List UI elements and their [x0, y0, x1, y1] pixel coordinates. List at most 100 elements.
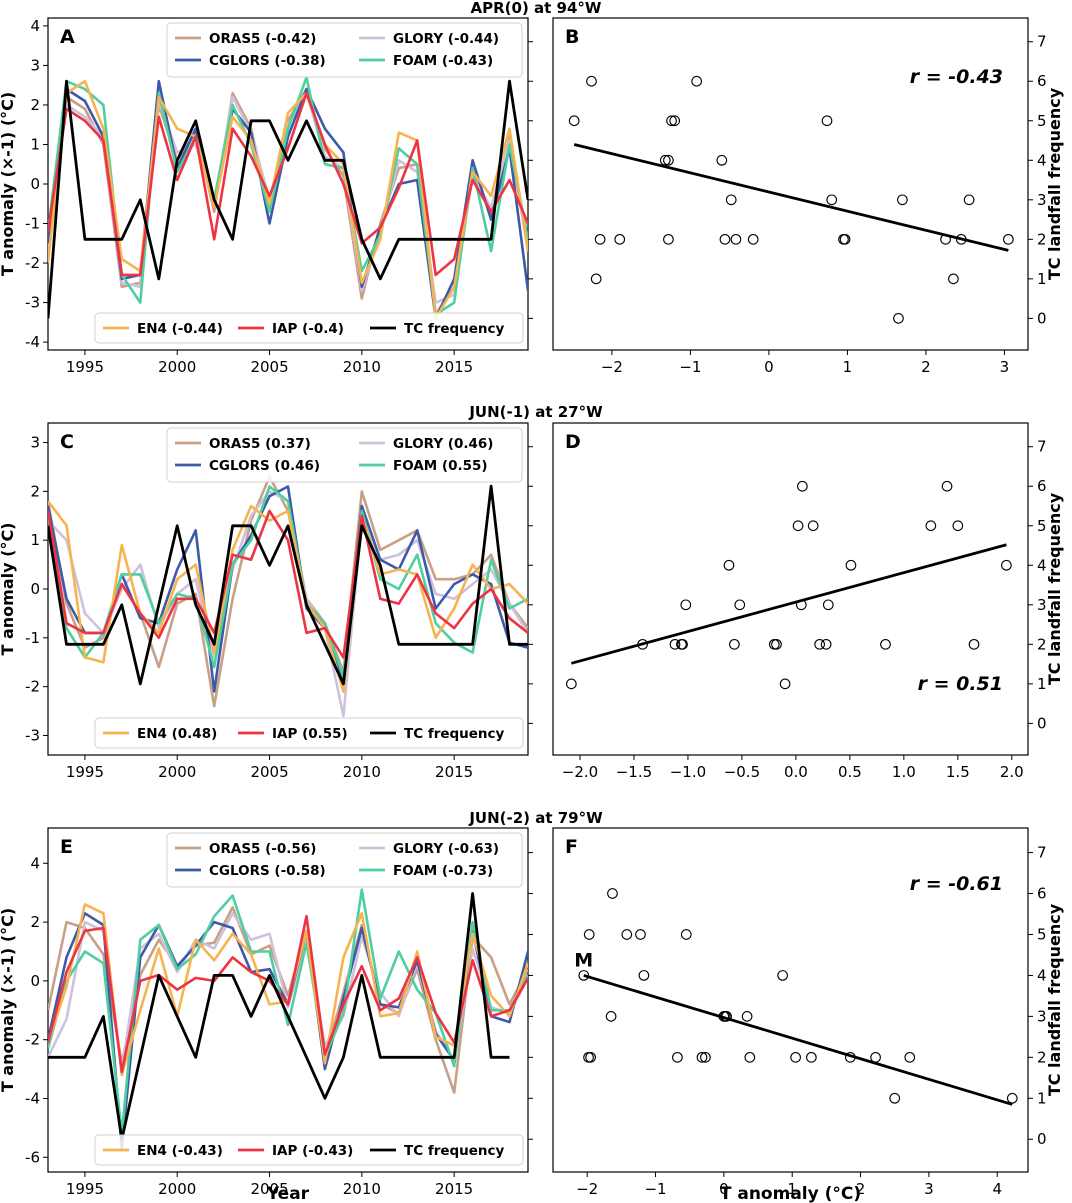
- scatter-point: [586, 75, 597, 87]
- scatter-point: [747, 233, 759, 245]
- y-tick-label: 4: [1037, 151, 1047, 169]
- x-tick-label: 2005: [250, 358, 288, 376]
- scatter-point: [734, 599, 746, 611]
- scatter-point: [952, 520, 964, 532]
- scatter-point: [1001, 559, 1012, 571]
- legend-entry: TC frequency: [404, 321, 505, 337]
- scatter-point: [594, 233, 606, 245]
- y-tick-label: 1: [1037, 1089, 1047, 1107]
- scatter-point: [637, 638, 648, 650]
- scatter-point: [777, 970, 788, 981]
- correlation-label: r = -0.61: [910, 873, 1003, 895]
- y-tick-label: -2: [25, 678, 40, 696]
- legend-entry: EN4 (0.48): [137, 726, 217, 742]
- y-tick-label: 1: [1037, 270, 1047, 288]
- y-tick-label: 3: [1037, 596, 1047, 614]
- y-axis-label: T anomaly (°C): [0, 523, 17, 656]
- legend-entry: GLORY (-0.63): [393, 841, 499, 857]
- panel-title: JUN(-2) at 79°W: [468, 809, 603, 827]
- legend-bottom-box: [94, 717, 524, 749]
- legend-entry: TC frequency: [404, 726, 505, 742]
- x-tick-label: −1: [644, 1180, 666, 1198]
- legend-entry: IAP (-0.4): [272, 321, 344, 337]
- y-tick-label: 2: [1037, 230, 1047, 248]
- legend-entry: GLORY (-0.44): [393, 31, 499, 47]
- x-tick-label: 4: [992, 1180, 1002, 1198]
- axes-frame: [47, 827, 529, 1173]
- panel-label: C: [60, 431, 74, 453]
- scatter-point: [700, 1051, 711, 1063]
- legend-entry: CGLORS (0.46): [209, 458, 320, 474]
- scatter-point: [590, 273, 602, 285]
- plot-area: [48, 76, 528, 320]
- x-tick-label: 1995: [66, 358, 104, 376]
- x-tick-label: 1.0: [892, 763, 916, 781]
- y-tick-label: 1: [1037, 675, 1047, 693]
- x-tick-label: 2015: [435, 763, 473, 781]
- scatter-point: [744, 1051, 756, 1063]
- y-axis-label: T anomaly (×-1) (°C): [0, 92, 17, 276]
- scatter-point: [893, 313, 904, 324]
- y-tick-label: 2: [30, 482, 40, 500]
- y-tick-label: 0: [30, 580, 40, 598]
- panel-label: B: [565, 26, 579, 48]
- panel-label: D: [565, 431, 581, 453]
- y-tick-label: -4: [25, 333, 40, 351]
- regression-line: [570, 543, 1007, 665]
- y-tick-label: -2: [25, 254, 40, 272]
- x-tick-label: 2015: [435, 1180, 473, 1198]
- x-tick-label: −1.0: [670, 763, 706, 781]
- x-axis-label-year: Year: [266, 1184, 310, 1203]
- x-tick-label: 2000: [158, 358, 196, 376]
- scatter-point: [680, 929, 692, 940]
- scatter-point: [638, 970, 650, 981]
- legend-top-box: [166, 832, 523, 888]
- plot-area: [48, 475, 528, 718]
- y-tick-label: 4: [1037, 966, 1047, 984]
- panel-label: F: [565, 836, 578, 858]
- legend-entry: FOAM (-0.43): [393, 53, 493, 69]
- scatter-point: [568, 115, 580, 127]
- y-tick-label: 5: [1037, 517, 1047, 535]
- y-tick-label: 0: [1037, 1130, 1047, 1148]
- legend-bottom-box: [94, 1134, 524, 1166]
- y-tick-label: 2: [1037, 1048, 1047, 1066]
- x-tick-label: 1: [787, 1180, 797, 1198]
- x-tick-label: 1.5: [946, 763, 970, 781]
- legend-entry: IAP (0.55): [272, 726, 348, 742]
- scatter-point: [659, 154, 671, 166]
- y-tick-label: 4: [30, 17, 40, 35]
- point-label-m: M: [574, 949, 593, 971]
- scatter-point: [578, 970, 590, 981]
- scatter-point: [792, 520, 804, 532]
- y-tick-label: 2: [1037, 635, 1047, 653]
- x-tick-label: 2.0: [1000, 763, 1024, 781]
- scatter-point: [719, 233, 731, 245]
- scatter-point: [614, 233, 626, 245]
- x-tick-label: 2010: [343, 1180, 381, 1198]
- series-line-foam: [48, 888, 528, 1136]
- scatter-point: [805, 1051, 817, 1063]
- y-tick-label: -2: [25, 1031, 40, 1049]
- y-tick-label: 4: [1037, 556, 1047, 574]
- legend-entry: EN4 (-0.44): [137, 321, 223, 337]
- scatter-point: [663, 233, 674, 245]
- x-tick-label: 1: [843, 358, 853, 376]
- x-tick-label: −1: [679, 358, 701, 376]
- x-tick-label: 2000: [158, 1180, 196, 1198]
- y-tick-label: -3: [25, 294, 40, 312]
- scatter-point: [795, 599, 807, 611]
- axes-frame: [552, 422, 1029, 756]
- scatter-point: [948, 273, 959, 285]
- scatter-point: [672, 1051, 683, 1063]
- scatter-point: [583, 929, 595, 940]
- legend-entry: FOAM (-0.73): [393, 863, 493, 879]
- y-tick-label: 6: [1037, 477, 1047, 495]
- panel-label: A: [60, 26, 75, 48]
- y-tick-label: 4: [30, 854, 40, 872]
- y-tick-label: 0: [30, 972, 40, 990]
- scatter-point: [621, 929, 633, 940]
- x-tick-label: 0.0: [784, 763, 808, 781]
- scatter-point: [797, 480, 808, 492]
